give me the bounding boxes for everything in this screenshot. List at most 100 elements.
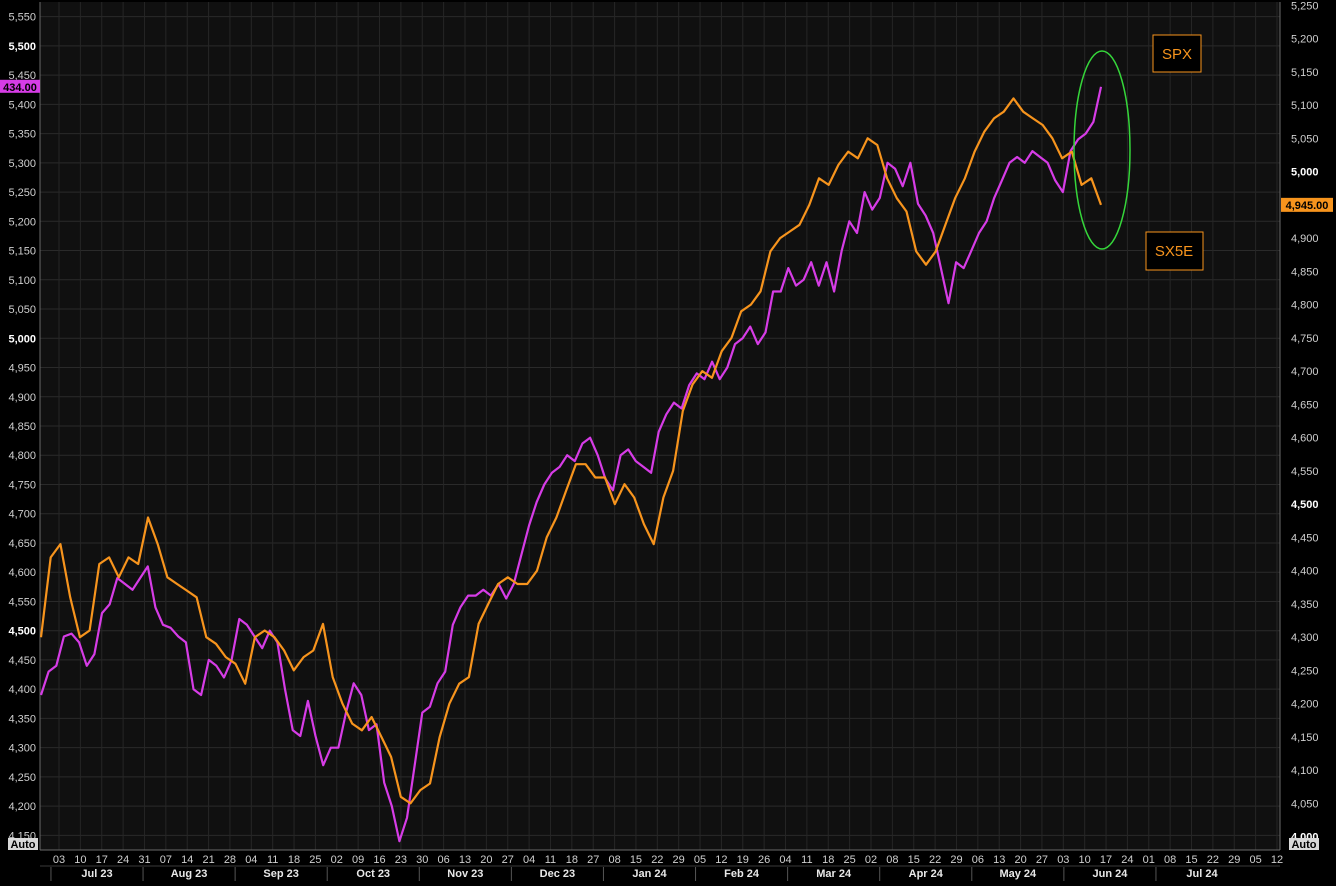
x-day-label: 19 [737, 854, 749, 866]
x-day-label: 06 [438, 854, 450, 866]
left-auto-button[interactable]: Auto [8, 838, 38, 851]
left-tick-label: 5,450 [8, 70, 36, 82]
x-month-label: Jan 24 [632, 868, 667, 880]
x-day-label: 03 [53, 854, 65, 866]
left-tick-label: 5,050 [8, 304, 36, 316]
right-tick-label: 5,000 [1291, 167, 1319, 179]
x-month-label: Feb 24 [724, 868, 760, 880]
x-month-label: Dec 23 [540, 868, 575, 880]
x-day-label: 27 [587, 854, 599, 866]
left-tick-label: 5,200 [8, 216, 36, 228]
left-tick-label: 4,500 [8, 626, 36, 638]
series-layer [39, 86, 1103, 843]
left-tick-label: 4,350 [8, 713, 36, 725]
left-tick-label: 4,550 [8, 596, 36, 608]
x-day-label: 28 [224, 854, 236, 866]
x-day-label: 08 [886, 854, 898, 866]
right-tick-label: 4,500 [1291, 499, 1319, 511]
right-tick-label: 4,050 [1291, 798, 1319, 810]
x-day-label: 07 [160, 854, 172, 866]
x-day-label: 11 [801, 854, 812, 866]
right-tick-label: 4,200 [1291, 699, 1319, 711]
x-month-label: Jul 24 [1186, 868, 1218, 880]
x-month-label: May 24 [999, 868, 1037, 880]
right-tick-label: 5,250 [1291, 0, 1319, 12]
right-auto-box[interactable] [1289, 838, 1319, 850]
x-day-label: 30 [416, 854, 428, 866]
x-day-label: 18 [288, 854, 300, 866]
x-day-label: 12 [715, 854, 727, 866]
left-auto-label[interactable]: Auto [10, 839, 35, 851]
left-tick-label: 4,400 [8, 684, 36, 696]
x-month-label: Oct 23 [356, 868, 390, 880]
x-day-label: 13 [459, 854, 471, 866]
right-tick-label: 5,100 [1291, 100, 1319, 112]
x-day-label: 10 [74, 854, 86, 866]
x-day-label: 11 [267, 854, 278, 866]
x-day-label: 22 [1207, 854, 1219, 866]
x-month-label: Jul 23 [81, 868, 112, 880]
x-day-label: 25 [844, 854, 856, 866]
left-tick-label: 4,750 [8, 479, 36, 491]
x-day-label: 05 [694, 854, 706, 866]
x-day-label: 08 [1164, 854, 1176, 866]
x-day-label: 18 [822, 854, 834, 866]
left-tick-label: 5,500 [8, 41, 36, 53]
x-day-label: 01 [1143, 854, 1155, 866]
right-tick-label: 4,150 [1291, 732, 1319, 744]
x-day-label: 16 [373, 854, 385, 866]
legend-sx5e: SX5E [1145, 231, 1204, 271]
right-last-value-box [1281, 197, 1333, 212]
right-tick-label: 4,750 [1291, 333, 1319, 345]
right-tick-label: 4,300 [1291, 632, 1319, 644]
x-day-label: 29 [1228, 854, 1240, 866]
left-tick-label: 4,450 [8, 655, 36, 667]
right-auto-button[interactable]: Auto [1289, 838, 1319, 851]
x-day-label: 20 [480, 854, 492, 866]
right-tick-label: 4,600 [1291, 433, 1319, 445]
right-auto-label[interactable]: Auto [1291, 839, 1316, 851]
left-tick-label: 5,000 [8, 333, 36, 345]
left-tick-label: 4,250 [8, 772, 36, 784]
x-day-label: 13 [993, 854, 1005, 866]
x-day-label: 20 [1014, 854, 1026, 866]
x-day-label: 25 [309, 854, 321, 866]
x-day-label: 09 [352, 854, 364, 866]
x-day-label: 29 [673, 854, 685, 866]
right-tick-label: 4,650 [1291, 399, 1319, 411]
left-tick-label: 5,150 [8, 246, 36, 258]
x-day-label: 15 [630, 854, 642, 866]
legend-sx5e-box [1145, 231, 1204, 271]
x-day-label: 22 [651, 854, 663, 866]
left-tick-label: 5,400 [8, 99, 36, 111]
x-month-label: Aug 23 [171, 868, 208, 880]
x-day-label: 18 [566, 854, 578, 866]
left-tick-label: 4,600 [8, 567, 36, 579]
legend-spx-label: SPX [1162, 46, 1192, 63]
x-day-label: 04 [779, 854, 791, 866]
right-tick-label: 4,100 [1291, 765, 1319, 777]
right-tick-label: 5,050 [1291, 133, 1319, 145]
left-tick-label: 4,700 [8, 509, 36, 521]
x-day-label: 03 [1057, 854, 1069, 866]
legend-spx-box [1152, 34, 1202, 73]
x-day-label: 26 [758, 854, 770, 866]
x-day-label: 02 [331, 854, 343, 866]
x-day-label: 15 [908, 854, 920, 866]
x-day-label: 24 [117, 854, 129, 866]
left-auto-box[interactable] [8, 838, 38, 850]
legend-sx5e-label: SX5E [1155, 243, 1193, 260]
right-tick-label: 5,150 [1291, 67, 1319, 79]
left-last-value-label: 434.00 [3, 82, 37, 94]
left-tick-label: 4,800 [8, 450, 36, 462]
right-tick-label: 4,800 [1291, 300, 1319, 312]
series-line-spx [39, 86, 1103, 843]
x-day-label: 29 [950, 854, 962, 866]
right-tick-label: 4,350 [1291, 599, 1319, 611]
x-day-label: 17 [96, 854, 108, 866]
left-tick-label: 5,100 [8, 275, 36, 287]
left-tick-label: 5,300 [8, 158, 36, 170]
x-day-label: 02 [865, 854, 877, 866]
